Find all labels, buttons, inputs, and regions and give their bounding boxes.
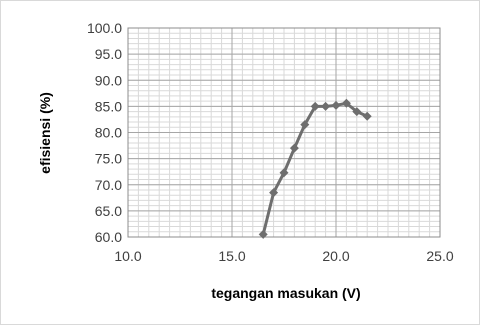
x-tick-label: 25.0	[426, 248, 453, 264]
y-tick-label: 65.0	[95, 203, 122, 219]
y-axis: 60.0 65.0 70.0 75.0 80.0 85.0 90.0 95.0 100.0	[87, 20, 122, 245]
y-tick-label: 70.0	[95, 177, 122, 193]
y-tick-label: 100.0	[87, 20, 122, 36]
x-tick-label: 10.0	[114, 248, 141, 264]
y-tick-label: 95.0	[95, 46, 122, 62]
y-axis-title: efisiensi (%)	[37, 92, 53, 174]
y-tick-label: 75.0	[95, 151, 122, 167]
data-point-marker	[321, 102, 330, 111]
data-point-marker	[290, 144, 299, 153]
x-axis-title: tegangan masukan (V)	[211, 285, 360, 301]
y-tick-label: 80.0	[95, 125, 122, 141]
data-point-marker	[363, 112, 372, 121]
x-tick-label: 20.0	[322, 248, 349, 264]
data-point-marker	[332, 101, 341, 110]
grid	[128, 28, 440, 237]
y-tick-label: 90.0	[95, 72, 122, 88]
y-tick-label: 85.0	[95, 98, 122, 114]
x-axis: 10.0 15.0 20.0 25.0	[114, 248, 453, 264]
y-tick-label: 60.0	[95, 229, 122, 245]
x-tick-label: 15.0	[218, 248, 245, 264]
data-point-marker	[259, 230, 268, 239]
